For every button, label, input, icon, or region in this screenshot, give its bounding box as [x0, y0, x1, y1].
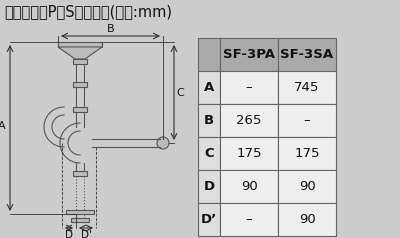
Text: 90: 90: [299, 180, 315, 193]
Bar: [198, 38, 220, 71]
Bar: [220, 104, 278, 137]
Circle shape: [157, 137, 169, 149]
Text: 745: 745: [294, 81, 320, 94]
Text: A: A: [0, 121, 6, 131]
Text: –: –: [246, 213, 252, 226]
Bar: [278, 71, 336, 104]
Text: –: –: [304, 114, 310, 127]
Bar: [220, 71, 278, 104]
Bar: [73, 171, 87, 176]
Text: C: C: [176, 88, 184, 98]
Bar: [198, 104, 220, 137]
Text: D: D: [204, 180, 214, 193]
Text: D: D: [65, 230, 73, 238]
Bar: [220, 38, 278, 71]
Bar: [198, 203, 220, 236]
Bar: [278, 203, 336, 236]
Text: B: B: [107, 24, 114, 34]
Text: 90: 90: [299, 213, 315, 226]
Bar: [198, 137, 220, 170]
Bar: [220, 170, 278, 203]
Text: –: –: [246, 81, 252, 94]
Text: SF-3PA: SF-3PA: [223, 48, 275, 61]
Bar: [278, 104, 336, 137]
Bar: [73, 107, 87, 112]
Text: 265: 265: [236, 114, 262, 127]
Bar: [58, 42, 102, 47]
Text: 175: 175: [294, 147, 320, 160]
Bar: [73, 59, 87, 64]
Text: C: C: [204, 147, 214, 160]
Text: A: A: [204, 81, 214, 94]
Text: D’: D’: [201, 213, 217, 226]
Bar: [73, 82, 87, 87]
Text: 90: 90: [241, 180, 257, 193]
Bar: [278, 137, 336, 170]
Bar: [220, 137, 278, 170]
Bar: [71, 218, 89, 222]
Bar: [278, 170, 336, 203]
Bar: [220, 203, 278, 236]
Text: B: B: [204, 114, 214, 127]
Text: 175: 175: [236, 147, 262, 160]
Bar: [278, 38, 336, 71]
Bar: [66, 210, 94, 214]
Text: D': D': [80, 230, 92, 238]
Text: SF-3SA: SF-3SA: [280, 48, 334, 61]
Bar: [198, 71, 220, 104]
Text: 流し用排水P、Sトラップ(単位:mm): 流し用排水P、Sトラップ(単位:mm): [4, 4, 172, 19]
Bar: [198, 170, 220, 203]
Polygon shape: [58, 47, 102, 59]
